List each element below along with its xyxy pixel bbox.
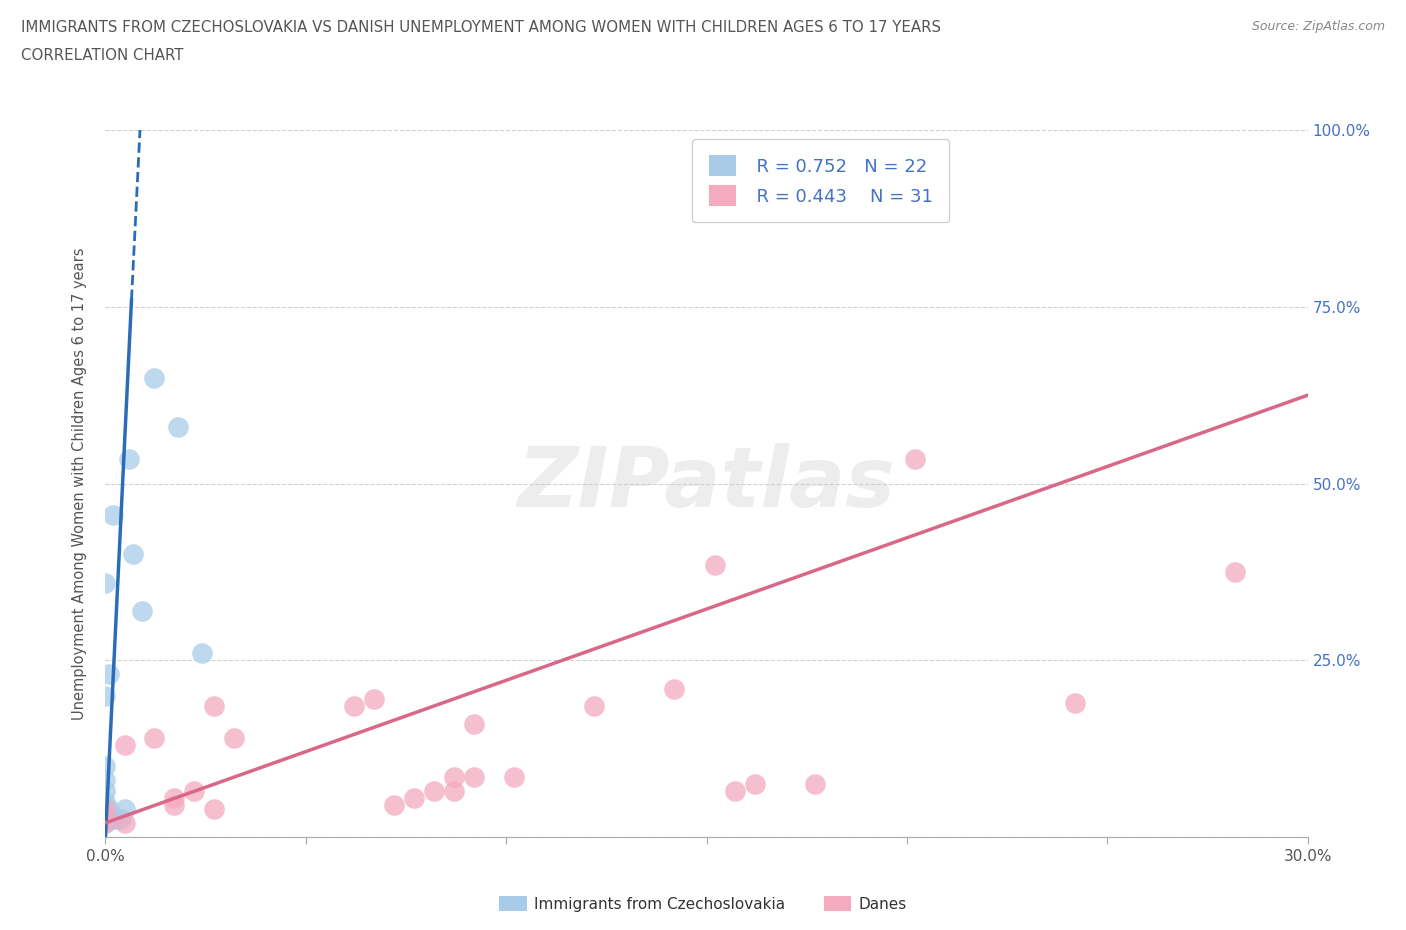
Point <box>343 698 366 713</box>
Point <box>162 798 184 813</box>
Point <box>142 370 165 385</box>
Point <box>114 816 136 830</box>
Point <box>703 557 725 572</box>
Point <box>122 547 145 562</box>
Point <box>463 769 485 784</box>
Point <box>98 667 121 682</box>
Point <box>1225 565 1247 579</box>
Point <box>503 769 526 784</box>
Point <box>94 688 117 703</box>
Point <box>142 731 165 746</box>
Point <box>183 784 205 799</box>
Point <box>98 802 121 817</box>
Point <box>583 698 606 713</box>
Point <box>118 451 141 466</box>
Point <box>443 769 465 784</box>
Point <box>114 802 136 817</box>
Y-axis label: Unemployment Among Women with Children Ages 6 to 17 years: Unemployment Among Women with Children A… <box>72 247 87 720</box>
Point <box>904 451 927 466</box>
Point <box>190 645 212 660</box>
Point <box>94 759 117 774</box>
Point <box>1064 696 1087 711</box>
Point <box>94 808 117 823</box>
Point <box>103 812 125 827</box>
Legend:   R = 0.752   N = 22,   R = 0.443    N = 31: R = 0.752 N = 22, R = 0.443 N = 31 <box>693 140 949 222</box>
Point <box>94 784 117 799</box>
Text: IMMIGRANTS FROM CZECHOSLOVAKIA VS DANISH UNEMPLOYMENT AMONG WOMEN WITH CHILDREN : IMMIGRANTS FROM CZECHOSLOVAKIA VS DANISH… <box>21 20 941 35</box>
Text: CORRELATION CHART: CORRELATION CHART <box>21 48 184 63</box>
Point <box>131 604 153 618</box>
Point <box>94 816 117 830</box>
Point <box>202 698 225 713</box>
Point <box>723 784 745 799</box>
Point <box>166 419 188 434</box>
Point <box>162 790 184 805</box>
Point <box>94 802 117 817</box>
Point <box>107 812 129 827</box>
Point <box>402 790 425 805</box>
Point <box>94 816 117 830</box>
Point <box>114 737 136 752</box>
Point <box>443 784 465 799</box>
Point <box>103 508 125 523</box>
Point <box>202 802 225 817</box>
Point <box>222 731 245 746</box>
Legend: Immigrants from Czechoslovakia, Danes: Immigrants from Czechoslovakia, Danes <box>494 889 912 918</box>
Point <box>664 681 686 696</box>
Point <box>94 773 117 788</box>
Point <box>744 777 766 791</box>
Point <box>382 798 405 813</box>
Point <box>94 808 117 823</box>
Point <box>803 777 825 791</box>
Text: Source: ZipAtlas.com: Source: ZipAtlas.com <box>1251 20 1385 33</box>
Point <box>423 784 446 799</box>
Point <box>94 575 117 590</box>
Point <box>110 812 132 827</box>
Text: ZIPatlas: ZIPatlas <box>517 443 896 525</box>
Point <box>94 794 117 809</box>
Point <box>363 692 385 707</box>
Point <box>98 812 121 827</box>
Point <box>463 716 485 731</box>
